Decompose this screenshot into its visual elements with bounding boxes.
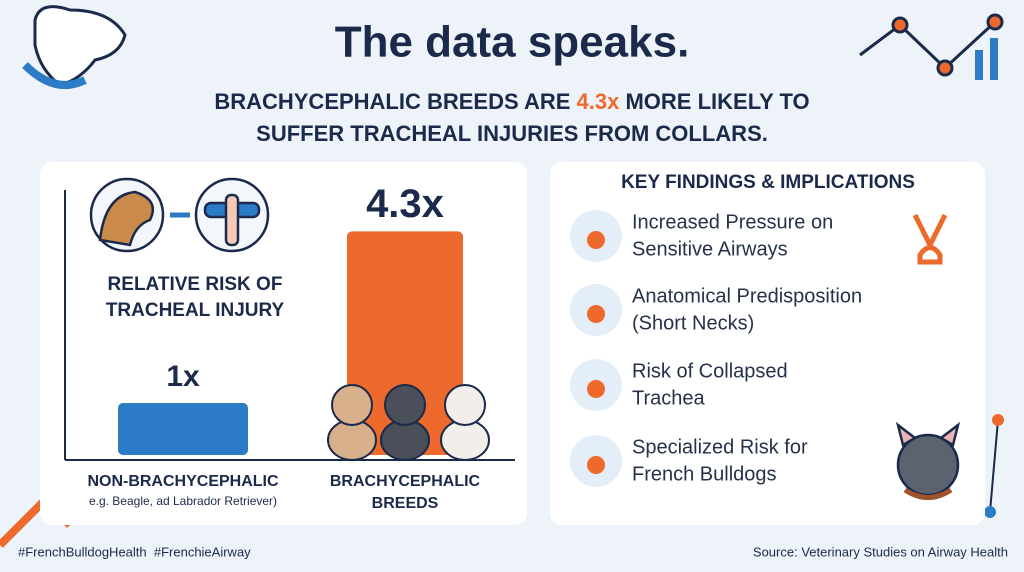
subtitle: SUFFER TRACHEAL INJURIES FROM COLLARS. <box>256 121 768 146</box>
x-tick-label: BRACHYCEPHALIC <box>330 473 481 490</box>
finding-text: Sensitive Airways <box>632 238 788 260</box>
finding-icon-dot <box>587 380 605 398</box>
bar <box>347 231 463 455</box>
decor-dog <box>22 5 127 89</box>
subtitle-highlight: 4.3x <box>577 89 621 114</box>
finding-text: French Bulldogs <box>632 463 777 485</box>
decor-line <box>989 419 999 513</box>
icon-dog-trachea <box>89 177 270 253</box>
finding-text: Trachea <box>632 387 706 409</box>
findings-title: KEY FINDINGS & IMPLICATIONS <box>621 172 915 193</box>
decor-puppy <box>380 384 430 461</box>
value-label: 1x <box>166 360 200 393</box>
value-label: 4.3x <box>366 182 444 226</box>
finding-text: Risk of Collapsed <box>632 360 788 382</box>
subtitle-text: MORE LIKELY TO <box>619 89 809 114</box>
decor-line-chart <box>859 13 1004 80</box>
finding-text: Anatomical Predisposition <box>632 285 862 307</box>
finding-icon-dot <box>587 305 605 323</box>
title: The data speaks. <box>335 18 690 67</box>
finding-text: Increased Pressure on <box>632 211 833 233</box>
decor-puppy-head <box>331 384 373 426</box>
decor-puppy <box>440 384 490 461</box>
y-axis-label: RELATIVE RISK OF <box>108 274 283 295</box>
decor-dot <box>992 414 1004 426</box>
subtitle: BRACHYCEPHALIC BREEDS ARE 4.3x MORE LIKE… <box>214 89 809 114</box>
decor-puppy-head <box>384 384 426 426</box>
decor-puppy-head <box>444 384 486 426</box>
decor-frenchie <box>895 421 961 500</box>
bar <box>118 403 248 455</box>
finding-text: (Short Necks) <box>632 312 754 334</box>
decor-harness <box>912 213 948 265</box>
decor-puppy <box>327 384 377 461</box>
decor-dot <box>984 506 996 518</box>
x-tick-label: NON-BRACHYCEPHALIC <box>87 473 279 490</box>
x-note: e.g. Beagle, ad Labrador Retriever) <box>89 494 277 508</box>
x-tick-label: BREEDS <box>372 495 439 512</box>
finding-icon-dot <box>587 456 605 474</box>
findings-panel <box>550 162 985 525</box>
y-axis-label: TRACHEAL INJURY <box>106 300 285 321</box>
hashtags: #FrenchBulldogHealth #FrenchieAirway <box>18 544 251 559</box>
subtitle-text: BRACHYCEPHALIC BREEDS ARE <box>214 89 576 114</box>
finding-text: Specialized Risk for <box>632 436 808 458</box>
source: Source: Veterinary Studies on Airway Hea… <box>753 544 1008 559</box>
finding-icon-dot <box>587 231 605 249</box>
